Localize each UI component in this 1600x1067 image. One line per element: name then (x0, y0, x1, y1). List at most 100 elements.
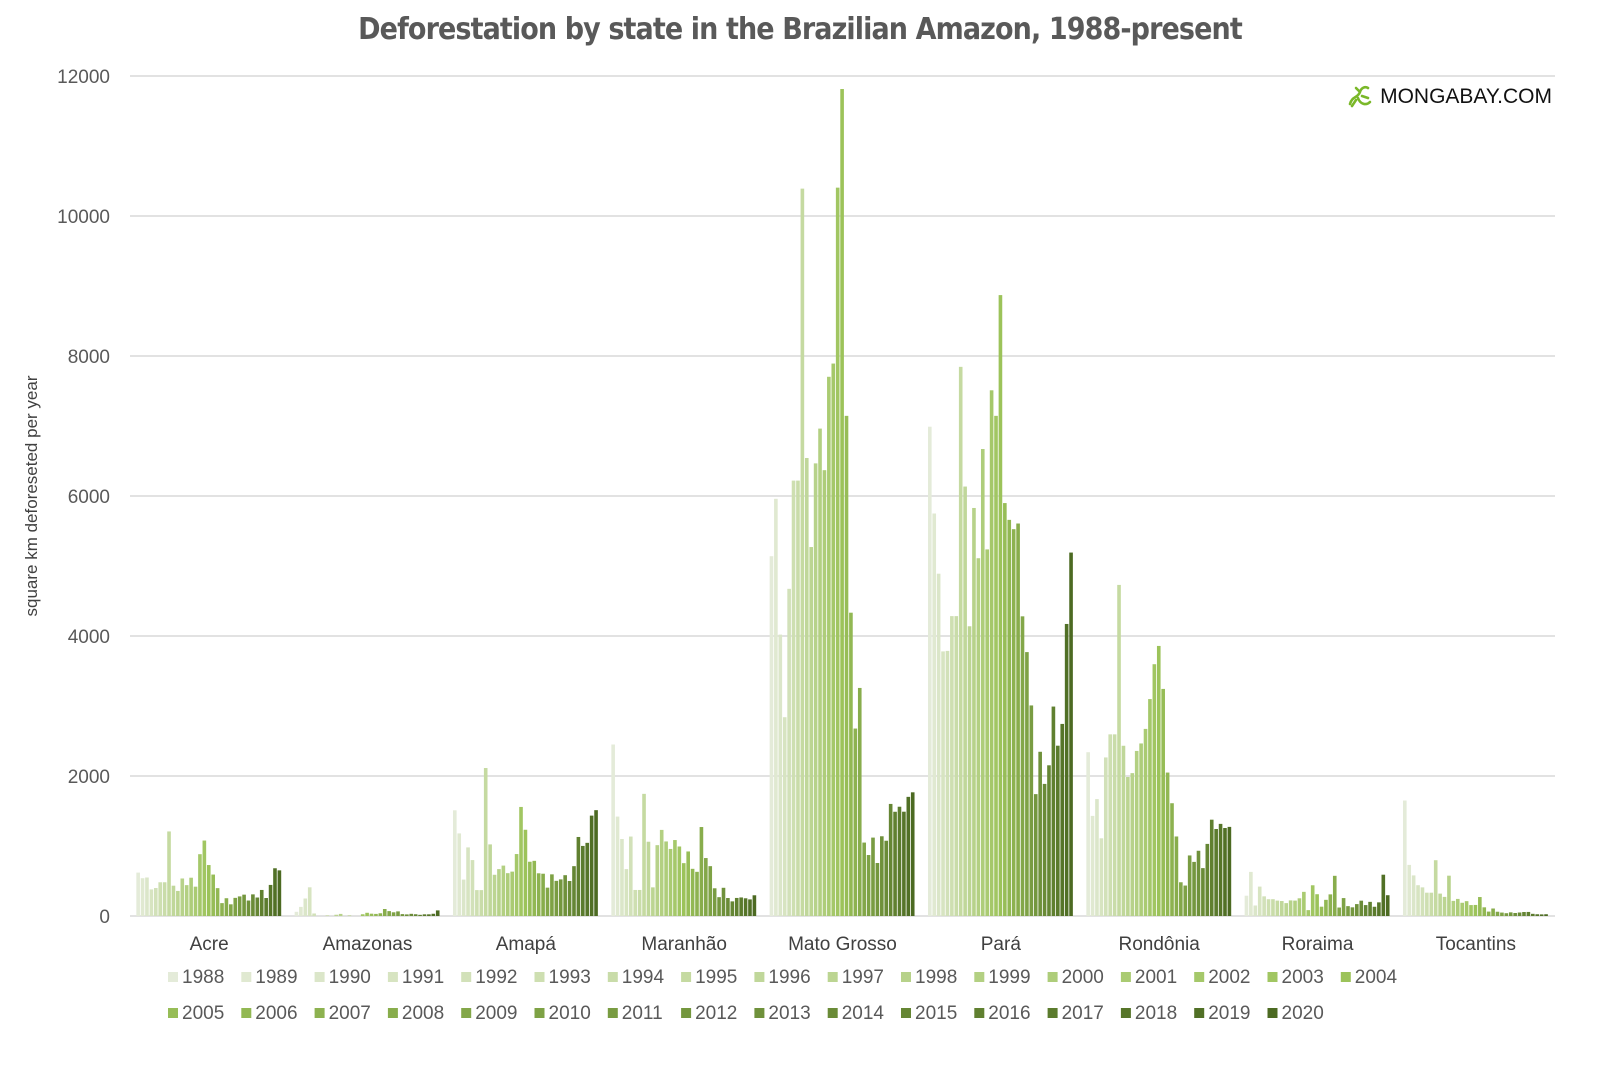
legend-label: 2015 (915, 1003, 957, 1024)
legend-label: 2017 (1062, 1003, 1104, 1024)
bar-rondônia-2002 (1148, 699, 1152, 916)
bar-rondônia-1999 (1134, 750, 1139, 916)
bar-acre-2007 (220, 903, 224, 916)
bar-mato-grosso-2015 (888, 803, 893, 916)
bar-rondônia-2019 (1223, 828, 1227, 916)
bar-pará-2002 (989, 390, 994, 916)
bar-tocantins-1996 (1438, 893, 1442, 916)
bar-maranhão-1994 (637, 889, 642, 916)
bar-rondônia-1998 (1130, 773, 1135, 916)
bar-amazonas-2014 (409, 913, 414, 916)
bar-tocantins-2012 (1508, 912, 1513, 916)
bar-amapá-1993 (475, 890, 479, 916)
legend-swatch-2014 (827, 1008, 838, 1018)
bar-acre-2010 (233, 897, 238, 916)
legend-swatch-1995 (681, 972, 692, 982)
bar-amapá-2001 (510, 871, 514, 916)
bar-tocantins-2020 (1544, 914, 1548, 916)
legend-label: 1988 (182, 967, 224, 988)
bar-pará-2003 (994, 415, 998, 916)
legend-label: 2011 (622, 1003, 663, 1024)
bar-acre-2000 (189, 877, 193, 916)
legend-swatch-2010 (534, 1008, 545, 1018)
bar-mato-grosso-2005 (844, 415, 849, 916)
bar-amapá-2003 (519, 806, 523, 916)
y-tick-label: 0 (99, 907, 110, 928)
bar-roraima-2017 (1372, 906, 1377, 916)
bar-acre-2018 (268, 884, 273, 916)
bar-roraima-2008 (1332, 875, 1337, 916)
bar-rondônia-2020 (1227, 826, 1232, 916)
bar-amapá-1992 (470, 860, 475, 916)
bar-roraima-1992 (1262, 896, 1266, 916)
bar-amazonas-1997 (334, 914, 339, 916)
bar-tocantins-2011 (1504, 913, 1509, 916)
bar-acre-2009 (229, 904, 233, 916)
bar-rondônia-2015 (1205, 843, 1210, 916)
y-tick-label: 10000 (57, 207, 110, 228)
bar-rondônia-2018 (1218, 823, 1223, 916)
y-axis-label: square km deforeseted per year (22, 375, 41, 616)
bar-acre-1994 (162, 882, 167, 916)
bar-mato-grosso-1990 (778, 634, 783, 916)
x-tick-label: Maranhão (641, 934, 727, 955)
bar-amapá-2012 (558, 879, 563, 916)
bar-roraima-2001 (1302, 891, 1306, 916)
bar-pará-2005 (1003, 503, 1007, 916)
bar-roraima-1995 (1275, 900, 1280, 916)
bar-rondônia-2007 (1170, 803, 1174, 916)
legend-label: 1994 (622, 967, 665, 988)
bar-mato-grosso-2008 (857, 687, 862, 916)
legend-swatch-2005 (168, 1008, 178, 1018)
bar-acre-1993 (158, 882, 163, 916)
legend-label: 2006 (255, 1003, 297, 1024)
bar-pará-1991 (941, 651, 945, 916)
bar-rondônia-2014 (1201, 868, 1205, 916)
bar-roraima-2002 (1306, 910, 1311, 916)
bar-pará-1998 (972, 507, 976, 916)
bar-acre-2013 (246, 900, 251, 916)
bar-mato-grosso-2013 (880, 836, 884, 916)
bar-amazonas-2017 (422, 914, 427, 916)
bar-amapá-2005 (528, 861, 532, 916)
bar-pará-1990 (936, 573, 941, 916)
bar-maranhão-2000 (664, 841, 668, 916)
bar-roraima-2019 (1381, 874, 1386, 916)
bar-maranhão-2016 (734, 897, 739, 916)
x-tick-label: Roraima (1282, 934, 1354, 955)
bar-mato-grosso-1989 (774, 498, 778, 916)
legend-swatch-2003 (1267, 972, 1278, 982)
bar-maranhão-2008 (699, 827, 704, 916)
bar-acre-2006 (215, 888, 220, 916)
bar-tocantins-1995 (1433, 860, 1438, 916)
bar-acre-2011 (237, 896, 242, 916)
legend-swatch-2019 (1194, 1008, 1205, 1018)
bar-amapá-2013 (563, 875, 567, 916)
bar-acre-1988 (136, 872, 140, 916)
y-tick-label: 2000 (68, 767, 110, 788)
bar-maranhão-1989 (615, 816, 620, 916)
legend-label: 1990 (329, 967, 371, 988)
bar-acre-1995 (167, 831, 171, 916)
bar-amapá-2002 (514, 854, 519, 916)
legend-swatch-1994 (607, 972, 618, 982)
bar-maranhão-2014 (726, 898, 730, 916)
bar-roraima-1998 (1288, 900, 1293, 916)
bar-amazonas-2013 (405, 914, 409, 916)
legend-swatch-2012 (681, 1008, 692, 1018)
legend-label: 2005 (182, 1003, 224, 1024)
bar-mato-grosso-1998 (813, 463, 818, 916)
bar-mato-grosso-2012 (875, 863, 880, 916)
bar-maranhão-2017 (739, 897, 743, 916)
bar-amazonas-2011 (396, 911, 400, 916)
bar-amapá-2020 (594, 810, 598, 916)
legend-swatch-2013 (754, 1008, 765, 1018)
bar-mato-grosso-2003 (835, 187, 840, 916)
bar-acre-2001 (193, 886, 198, 916)
bar-pará-2009 (1020, 616, 1025, 916)
bar-rondônia-1993 (1108, 734, 1113, 916)
bar-acre-1991 (149, 889, 154, 916)
bar-tocantins-2002 (1464, 901, 1469, 916)
bar-amazonas-2019 (431, 913, 436, 916)
bar-tocantins-2000 (1455, 898, 1460, 916)
